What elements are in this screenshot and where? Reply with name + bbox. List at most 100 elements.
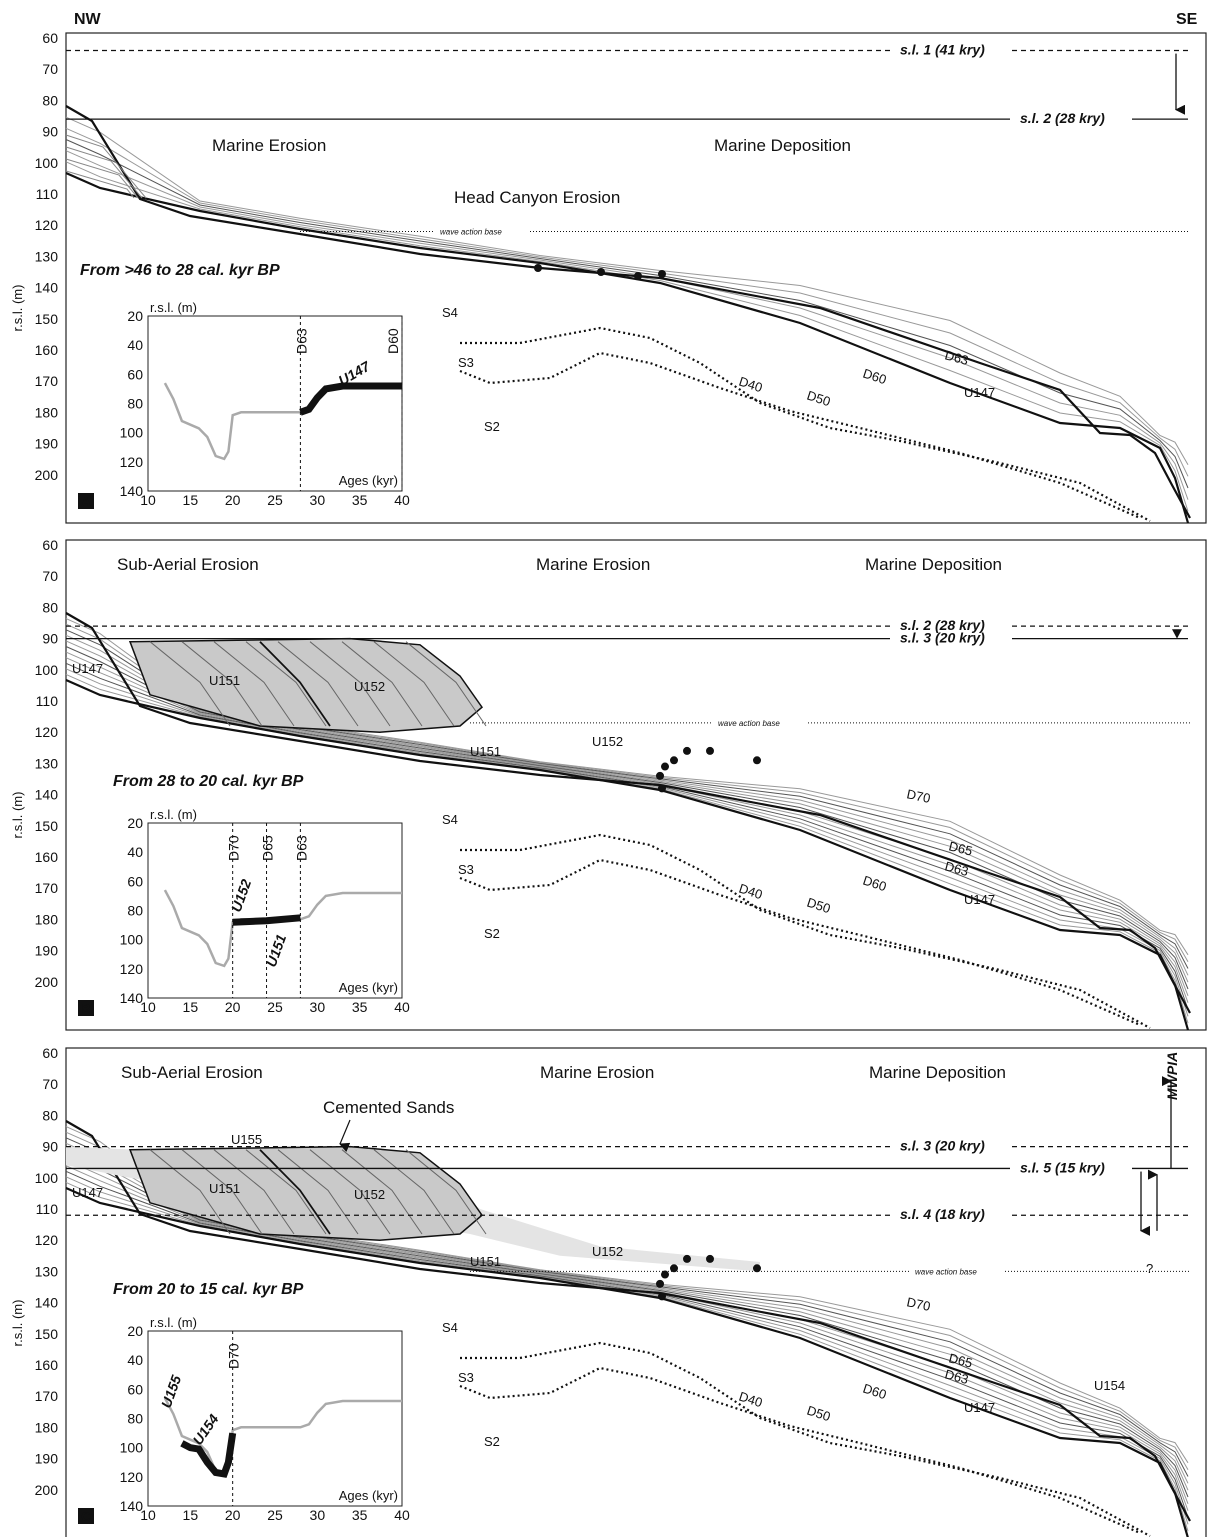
inset-y-tick: 120 xyxy=(120,961,144,977)
panel-letter-badge xyxy=(78,493,94,509)
y-tick-label: 110 xyxy=(36,186,59,202)
inset-x-tick: 20 xyxy=(225,999,241,1015)
y-tick-label: 60 xyxy=(42,30,58,46)
prograding-wedge xyxy=(128,637,484,733)
sea-level-label: s.l. 2 (28 kry) xyxy=(1020,110,1105,126)
stratal-line xyxy=(65,1165,1189,1511)
panel-frame xyxy=(65,1047,1207,1537)
sample-dot xyxy=(534,264,542,272)
sea-level-label: s.l. 3 (20 kry) xyxy=(900,630,985,646)
cross-section xyxy=(65,105,1191,524)
sea-level-label: s.l. 4 (18 kry) xyxy=(900,1206,985,1222)
y-tick-label: 150 xyxy=(35,818,59,834)
y-tick-label: 120 xyxy=(35,724,59,740)
s4-label: S4 xyxy=(442,305,458,320)
d70-label: D70 xyxy=(905,786,931,806)
inset-y-tick: 40 xyxy=(127,844,143,860)
y-axis-title: r.s.l. (m) xyxy=(10,1300,25,1347)
sample-dot xyxy=(658,270,666,278)
inset-y-tick: 100 xyxy=(120,425,144,441)
inset-y-tick: 60 xyxy=(127,366,143,382)
stratal-line xyxy=(65,150,1189,500)
d70-label: D70 xyxy=(905,1294,931,1314)
clinoform-line xyxy=(405,1149,487,1235)
stratal-line xyxy=(65,662,1189,1010)
d60-label: D60 xyxy=(861,1381,888,1403)
clinoform-line xyxy=(277,641,359,727)
sample-dot xyxy=(753,1264,761,1273)
d60-label: D60 xyxy=(861,873,888,895)
y-tick-label: 100 xyxy=(35,1170,59,1186)
d50-label: D50 xyxy=(805,895,832,917)
d60-surface xyxy=(65,678,1190,1031)
d65-label: D65 xyxy=(947,1350,974,1370)
stratal-line xyxy=(65,646,1189,990)
inset-x-tick: 25 xyxy=(267,492,283,508)
y-tick-label: 180 xyxy=(35,404,59,420)
wedge-line xyxy=(65,158,139,199)
inset-y-tick: 120 xyxy=(120,454,144,470)
d40-surface xyxy=(460,833,1151,1029)
inset-y-tick: 140 xyxy=(120,990,144,1006)
sea-level-label: s.l. 3 (20 kry) xyxy=(900,1138,985,1154)
mwpia-label: MWPIA xyxy=(1164,1052,1180,1100)
inset-y-tick: 60 xyxy=(127,1381,143,1397)
stratal-line xyxy=(65,116,1189,465)
clinoform-line xyxy=(149,1149,231,1235)
inset-marker-label: D63 xyxy=(293,328,309,354)
clinoform-line xyxy=(181,641,263,727)
y-tick-label: 90 xyxy=(42,631,58,647)
y-tick-label: 180 xyxy=(35,911,59,927)
top-surface xyxy=(65,1120,1191,1522)
highlight-curve xyxy=(299,382,402,416)
prograding-wedge xyxy=(128,1145,484,1241)
y-tick-label: 160 xyxy=(35,1357,59,1373)
inset-y-tick: 60 xyxy=(127,873,143,889)
sample-dot xyxy=(661,762,669,771)
inset-marker-label: D60 xyxy=(385,328,401,354)
d50-label: D50 xyxy=(805,388,832,410)
se-label: SE xyxy=(1176,11,1198,28)
stratal-line xyxy=(65,139,1189,489)
wedge-line xyxy=(65,134,147,199)
zone-label: Marine Deposition xyxy=(865,555,1002,574)
zone-label: Marine Deposition xyxy=(714,136,851,155)
y-tick-label: 70 xyxy=(42,1076,58,1092)
s2-label: S2 xyxy=(484,926,500,941)
y-tick-label: 60 xyxy=(42,537,58,553)
y-tick-label: 190 xyxy=(35,436,59,452)
zone-label: Marine Deposition xyxy=(869,1063,1006,1082)
inset-frame xyxy=(147,822,403,999)
inset-x-tick: 40 xyxy=(394,492,410,508)
panel-title: From 20 to 15 cal. kyr BP xyxy=(113,1281,304,1298)
sample-dot xyxy=(656,1279,664,1288)
panel-frame xyxy=(65,32,1207,524)
panel-a: 60 70 80 90 100 110 120 130 140 150 160 170 180 190 20… xyxy=(10,30,1207,524)
inset-x-title: Ages (kyr) xyxy=(339,1488,398,1503)
s4-label: S4 xyxy=(442,812,458,827)
panel-letter: C xyxy=(81,1509,91,1524)
sample-dot xyxy=(683,1254,691,1263)
inset-y-tick: 80 xyxy=(127,903,143,919)
d40-label: D40 xyxy=(737,881,764,903)
wedge-line xyxy=(65,170,135,199)
clinoform-line xyxy=(373,641,455,727)
inset-x-tick: 25 xyxy=(267,999,283,1015)
inset-marker-label: D65 xyxy=(260,835,276,861)
sample-dot xyxy=(753,756,761,765)
panel-title: From >46 to 28 cal. kyr BP xyxy=(80,262,280,279)
stratal-line xyxy=(65,127,1189,477)
inset-x-tick: 30 xyxy=(310,492,326,508)
d60-surface xyxy=(65,171,1190,524)
zone-label: Sub-Aerial Erosion xyxy=(117,555,259,574)
y-tick-label: 80 xyxy=(42,599,58,615)
s3-label: S3 xyxy=(458,355,474,370)
clinoform-line xyxy=(245,1149,327,1235)
y-tick-label: 140 xyxy=(35,787,59,803)
inset-x-tick: 40 xyxy=(394,1507,410,1523)
y-tick-label: 130 xyxy=(35,248,59,264)
panel-letter: B xyxy=(81,1001,90,1016)
sample-dot xyxy=(634,272,642,280)
y-tick-label: 200 xyxy=(35,1482,59,1498)
